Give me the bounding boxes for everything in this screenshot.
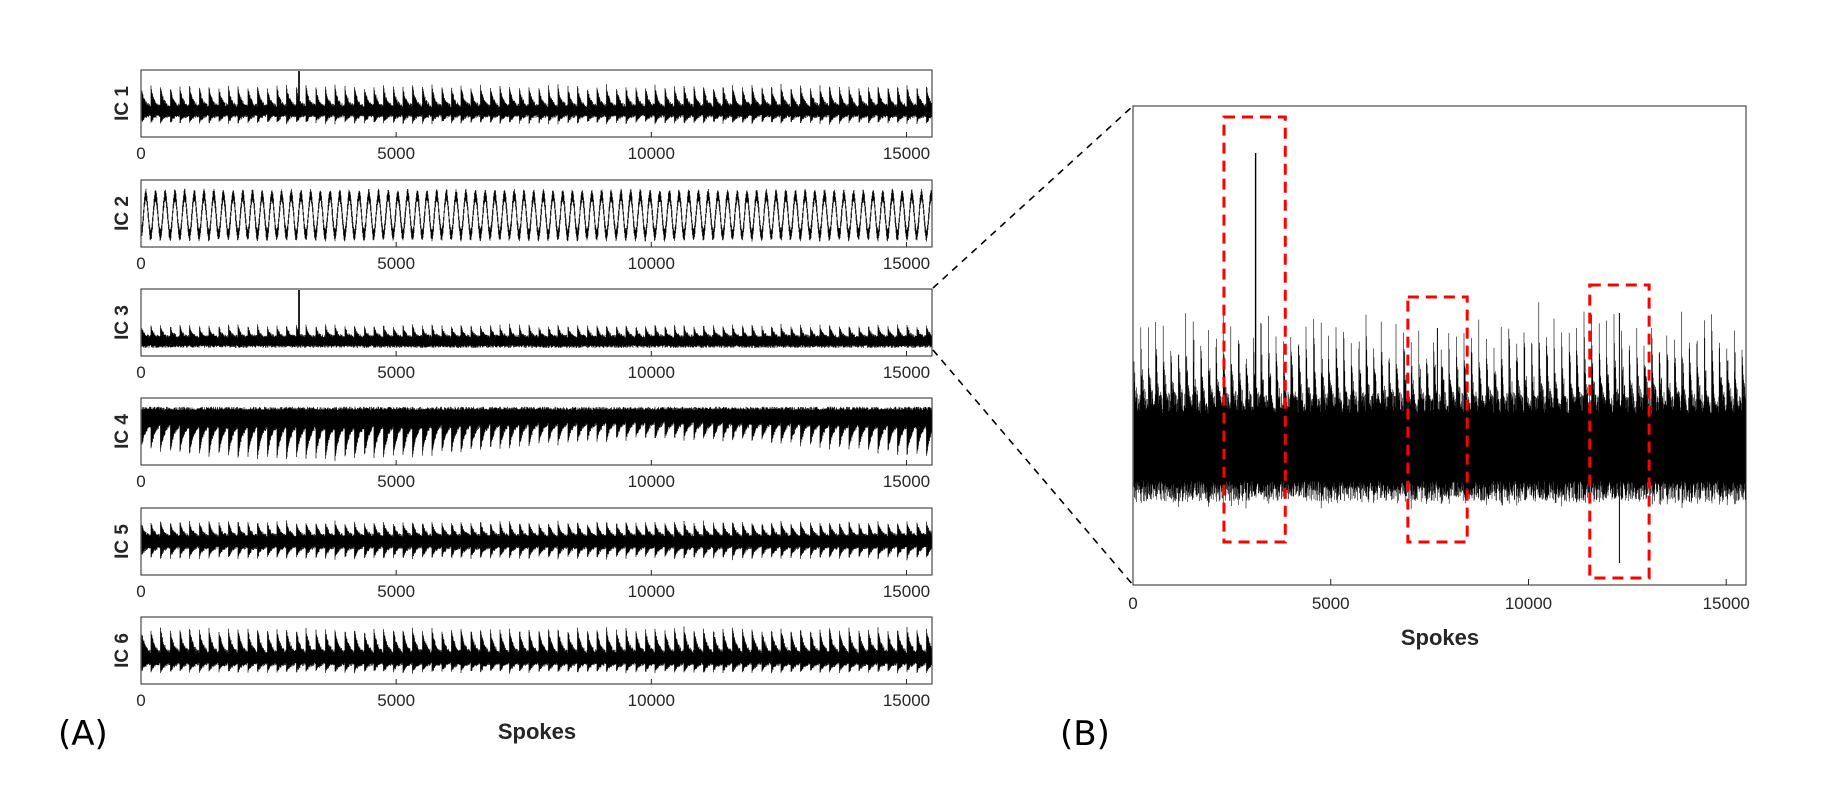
ic1-trace — [141, 71, 932, 125]
zoom-trace — [1133, 153, 1746, 563]
ic4-y-label: IC 4 — [112, 414, 133, 449]
x-tick-label: 15000 — [883, 691, 930, 710]
x-tick-label: 0 — [136, 691, 145, 710]
x-tick-label: 15000 — [883, 254, 930, 273]
ic4-trace — [141, 406, 932, 461]
ic2-trace — [141, 188, 932, 242]
x-tick-label: 10000 — [628, 472, 675, 491]
ic2-axes-frame — [140, 179, 933, 248]
ic5-trace — [141, 520, 932, 561]
ic1-axes-frame — [140, 69, 933, 138]
x-tick-label: 5000 — [377, 472, 415, 491]
highlight-box-1 — [1222, 115, 1287, 544]
highlight-box-3 — [1588, 283, 1651, 580]
x-tick-label: 10000 — [1505, 594, 1552, 613]
x-tick-label: 0 — [136, 254, 145, 273]
panel-a-label: (A) — [58, 714, 108, 754]
zoom-connector-top — [932, 105, 1134, 289]
x-tick-label: 0 — [136, 363, 145, 382]
ic5-y-label: IC 5 — [112, 524, 133, 559]
x-tick-label: 0 — [136, 472, 145, 491]
panel-b-label: (B) — [1060, 714, 1110, 754]
ic6-axes-frame — [140, 616, 933, 685]
ic3-y-label: IC 3 — [112, 305, 133, 340]
subplot-ic4: 0 5000 10000 15000 IC 4 — [112, 397, 933, 491]
subplot-ic6: 0 5000 10000 15000 IC 6 — [112, 616, 933, 710]
highlight-box-2 — [1406, 295, 1469, 544]
subplot-ic3: 0 5000 10000 15000 IC 3 — [112, 288, 933, 382]
zoom-axes-frame — [1132, 105, 1747, 586]
ic5-axes-frame — [140, 507, 933, 576]
panel-a: 0 5000 10000 15000 IC 1 0 5000 10000 15000 IC 2 0 5… — [112, 69, 933, 710]
subplot-ic5: 0 5000 10000 15000 IC 5 — [112, 507, 933, 601]
ic3-trace — [141, 290, 932, 348]
panel-b-x-axis-label: Spokes — [1401, 625, 1479, 650]
x-tick-label: 5000 — [377, 144, 415, 163]
ic3-axes-frame — [140, 288, 933, 357]
ic1-y-label: IC 1 — [112, 86, 133, 121]
panel-a-x-axis-label: Spokes — [498, 719, 576, 744]
x-tick-label: 0 — [136, 582, 145, 601]
subplot-ic2: 0 5000 10000 15000 IC 2 — [112, 179, 933, 273]
x-tick-label: 5000 — [1312, 594, 1350, 613]
x-tick-label: 15000 — [883, 582, 930, 601]
x-tick-label: 5000 — [377, 254, 415, 273]
x-tick-label: 5000 — [377, 582, 415, 601]
x-tick-label: 15000 — [1703, 594, 1750, 613]
x-tick-label: 15000 — [883, 363, 930, 382]
x-tick-label: 10000 — [628, 363, 675, 382]
subplot-ic1: 0 5000 10000 15000 IC 1 — [112, 69, 933, 163]
x-tick-label: 5000 — [377, 363, 415, 382]
x-tick-label: 10000 — [628, 691, 675, 710]
x-tick-label: 5000 — [377, 691, 415, 710]
panel-b: 0 5000 10000 15000 — [1128, 105, 1750, 613]
x-tick-label: 0 — [136, 144, 145, 163]
x-tick-label: 10000 — [628, 582, 675, 601]
ic2-y-label: IC 2 — [112, 196, 133, 231]
zoom-connector-bottom — [932, 349, 1134, 586]
ic6-trace — [141, 626, 932, 674]
x-tick-label: 0 — [1128, 594, 1137, 613]
ic4-axes-frame — [140, 397, 933, 466]
x-tick-label: 10000 — [628, 254, 675, 273]
x-tick-label: 15000 — [883, 144, 930, 163]
ic6-y-label: IC 6 — [112, 633, 133, 668]
x-tick-label: 10000 — [628, 144, 675, 163]
x-tick-label: 15000 — [883, 472, 930, 491]
